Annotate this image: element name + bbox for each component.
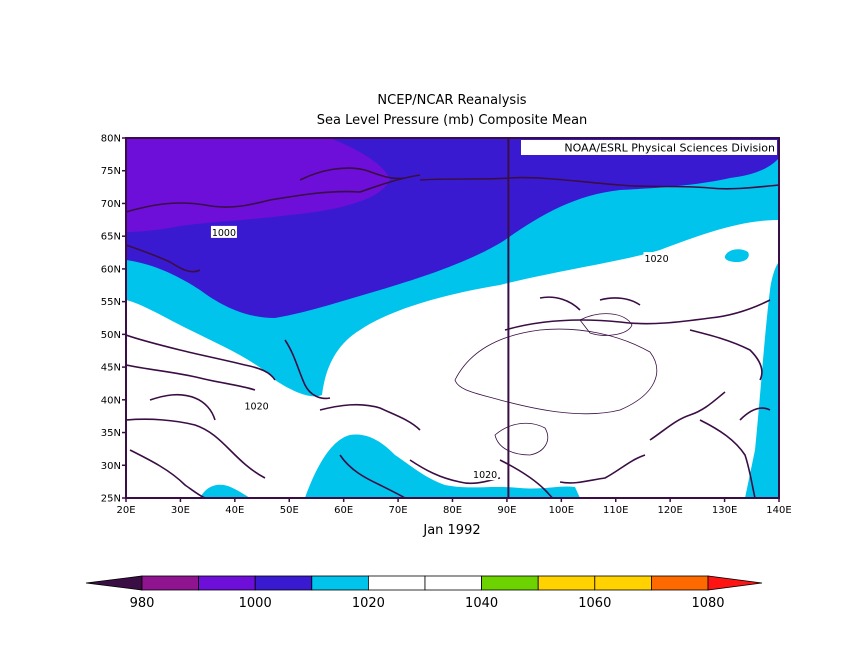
colorbar-bin <box>254 575 313 591</box>
contour-label-layer: 1000 1020 1020 1020 <box>210 225 670 481</box>
y-tick-label: 50N <box>101 330 121 341</box>
contour-label: 1000 <box>212 228 236 239</box>
contour-label: 1020 <box>473 470 497 481</box>
x-tick-label: 40E <box>225 505 244 516</box>
colorbar-bin <box>594 575 652 591</box>
region-1010-1020-bubble <box>724 249 749 262</box>
colorbar-bin <box>481 575 539 591</box>
contour-label-bg <box>243 399 270 412</box>
colorbar-bin <box>537 575 596 591</box>
x-tick-label: 130E <box>712 505 737 516</box>
x-tick-label: 140E <box>766 505 791 516</box>
colorbar-bin <box>651 575 709 591</box>
axis-layer: 20E 30E 40E 50E 60E 70E 80E 90E 100E 110E 120E 130E… <box>101 134 792 517</box>
y-tick-label: 60N <box>101 264 121 275</box>
period-label: Jan 1992 <box>422 523 480 538</box>
colorbar-bin <box>141 575 199 591</box>
contour-label: 1020 <box>245 401 269 412</box>
region-1010-1020-east <box>745 262 779 498</box>
colorbar-bin <box>424 575 482 591</box>
credit-text: NOAA/ESRL Physical Sciences Division <box>564 142 775 155</box>
contour-1030 <box>454 328 658 415</box>
x-tick-label: 120E <box>657 505 682 516</box>
credit-box <box>521 140 777 155</box>
colorbar-label: 1060 <box>578 596 611 611</box>
coastlines <box>126 167 779 498</box>
colorbar-label: 1000 <box>239 596 272 611</box>
y-tick-label: 25N <box>101 494 121 505</box>
colorbar-arrow-right <box>707 575 763 591</box>
colorbar-label: 980 <box>130 596 155 611</box>
contour-label-bg <box>472 468 499 481</box>
y-tick-label: 35N <box>101 428 121 439</box>
contour-label: 1020 <box>644 254 668 265</box>
x-tick-label: 100E <box>549 505 574 516</box>
x-tick-label: 30E <box>171 505 190 516</box>
x-tick-label: 20E <box>116 505 135 516</box>
colorbar-arrow-left <box>85 575 143 591</box>
region-990-1000 <box>126 138 390 232</box>
colorbar-label: 1080 <box>691 596 724 611</box>
map-panel: NOAA/ESRL Physical Sciences Division 100… <box>101 134 792 517</box>
colorbar-bin <box>367 575 426 591</box>
x-tick-label: 60E <box>334 505 353 516</box>
contour-lines <box>454 313 658 456</box>
colorbar-bin <box>198 575 256 591</box>
y-tick-label: 45N <box>101 363 121 374</box>
y-tick-label: 40N <box>101 395 121 406</box>
y-tick-label: 80N <box>101 134 121 145</box>
x-tick-label: 90E <box>497 505 516 516</box>
x-tick-label: 110E <box>603 505 628 516</box>
contour-label-bg <box>643 252 670 265</box>
contour-1030-west <box>579 313 633 336</box>
contour-1030-inner <box>494 422 549 456</box>
y-tick-label: 75N <box>101 166 121 177</box>
colorbar-bin <box>311 575 369 591</box>
y-tick-label: 30N <box>101 461 121 472</box>
y-tick-label: 55N <box>101 297 121 308</box>
region-1010-1020-tibet <box>200 484 250 498</box>
figure-title: NCEP/NCAR Reanalysis <box>377 93 526 108</box>
y-tick-label: 70N <box>101 199 121 210</box>
x-tick-label: 70E <box>389 505 408 516</box>
x-tick-label: 80E <box>443 505 462 516</box>
figure-subtitle: Sea Level Pressure (mb) Composite Mean <box>317 113 588 128</box>
y-tick-label: 65N <box>101 232 121 243</box>
x-tick-label: 50E <box>280 505 299 516</box>
contour-label-bg <box>210 225 237 238</box>
colorbar-label: 1040 <box>465 596 498 611</box>
colorbar: 980 1000 1020 1040 1060 1080 <box>85 575 763 611</box>
pressure-fields <box>126 138 779 498</box>
colorbar-label: 1020 <box>352 596 385 611</box>
